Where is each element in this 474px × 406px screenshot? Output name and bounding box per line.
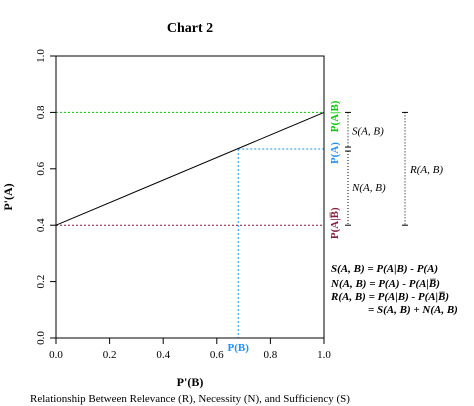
p-a-given-b-label: P(A|B) <box>329 100 341 132</box>
side-labels: P(A|B) P(A) P(A|B̅) <box>329 100 341 239</box>
y-tick-label: 0.8 <box>35 105 47 119</box>
p-a-given-not-b-label: P(A|B̅) <box>329 207 341 239</box>
caption: Relationship Between Relevance (R), Nece… <box>30 393 350 405</box>
s-bracket-label: S(A, B) <box>352 126 384 138</box>
brackets: S(A, B) N(A, B) R(A, B) <box>345 111 443 226</box>
formula-r: R(A, B) = P(A|B) - P(A|B̅) <box>330 291 449 303</box>
x-tick-label: 0.6 <box>210 349 224 361</box>
x-axis-title: P'(B) <box>177 375 204 389</box>
x-tick-label: 1.0 <box>317 349 331 361</box>
data-series <box>55 111 325 226</box>
n-bracket-label: N(A, B) <box>351 182 386 194</box>
p-a-label: P(A) <box>329 142 341 164</box>
y-tick-label: 1.0 <box>35 49 47 63</box>
y-axis: 0.0 0.2 0.4 0.6 0.8 1.0 <box>35 49 57 345</box>
y-tick-label: 0.2 <box>35 275 47 289</box>
p-b-label: P(B) <box>228 342 250 354</box>
reference-lines: P(B) <box>56 111 324 354</box>
x-tick-label: 0.4 <box>156 349 170 361</box>
y-axis-title: P'(A) <box>1 183 15 210</box>
x-tick-label: 0.2 <box>103 349 117 361</box>
formula-block: S(A, B) = P(A|B) - P(A) N(A, B) = P(A) -… <box>330 263 458 316</box>
formula-n: N(A, B) = P(A) - P(A|B̅) <box>330 278 440 290</box>
y-tick-label: 0.4 <box>35 218 47 232</box>
x-axis: 0.0 0.2 0.4 0.6 0.8 1.0 <box>49 337 331 361</box>
series-line-0 <box>55 111 325 226</box>
chart-title: Chart 2 <box>167 21 213 36</box>
x-tick-label: 0.0 <box>49 349 63 361</box>
r-bracket-label: R(A, B) <box>409 164 443 176</box>
plot-frame <box>55 55 325 339</box>
formula-r-sum: = S(A, B) + N(A, B) <box>368 304 458 316</box>
formula-s: S(A, B) = P(A|B) - P(A) <box>331 263 438 275</box>
x-tick-label: 0.8 <box>264 349 278 361</box>
y-tick-label: 0.0 <box>35 331 47 345</box>
y-tick-label: 0.6 <box>35 161 47 175</box>
